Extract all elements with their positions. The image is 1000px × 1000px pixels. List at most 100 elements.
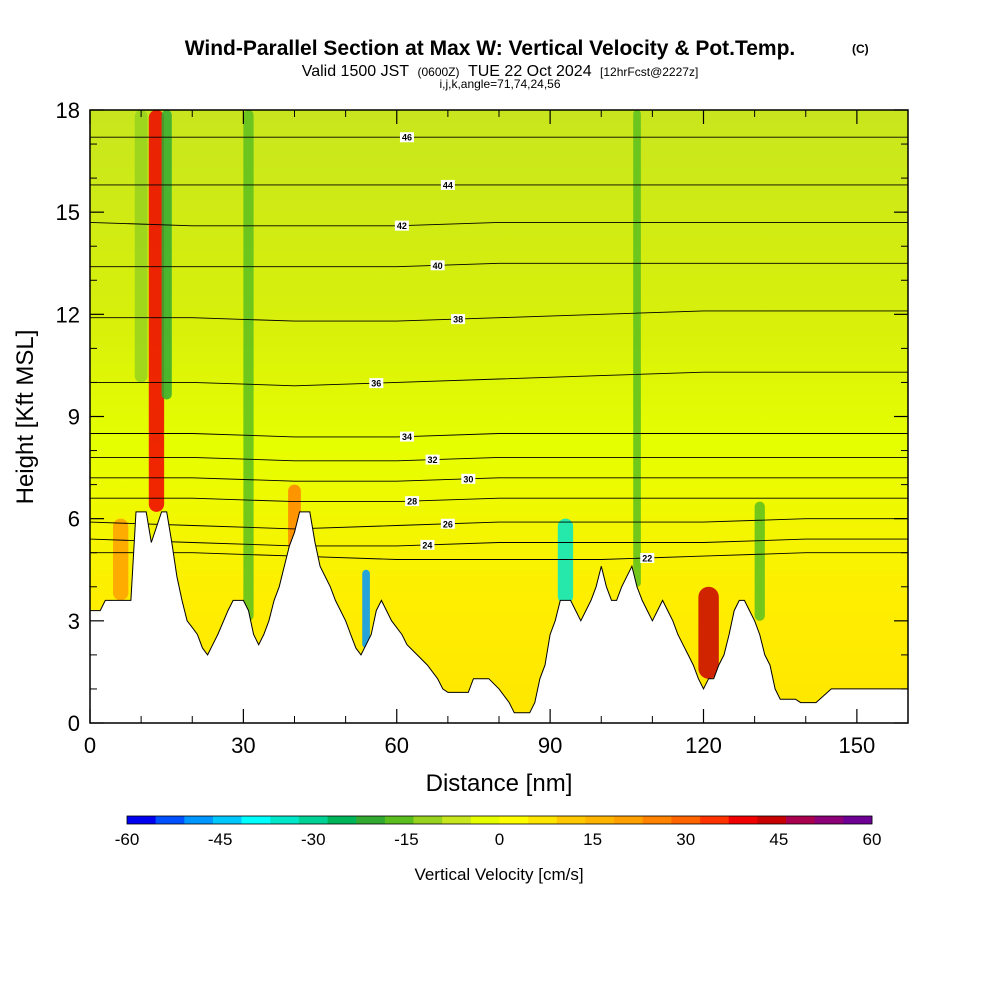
isentrope-label-32: 32 — [428, 455, 438, 465]
isentrope-label-bg — [369, 378, 384, 389]
y-axis-label: Height [Kft MSL] — [12, 330, 39, 505]
isentrope-label-bg — [440, 518, 455, 529]
velocity-core-6 — [633, 110, 641, 587]
isentrope-label-bg — [394, 220, 409, 231]
isentrope-label-26: 26 — [443, 519, 453, 529]
colorbar-tick-label: -45 — [208, 830, 233, 849]
colorbar-swatch — [356, 816, 386, 824]
velocity-core-1 — [161, 110, 172, 400]
y-tick-label: 15 — [56, 200, 80, 225]
isentrope-label-22: 22 — [642, 554, 652, 564]
colorbar-swatch — [843, 816, 873, 824]
isentrope-22 — [90, 552, 908, 560]
colorbar-swatch — [327, 816, 357, 824]
colorbar-swatch — [728, 816, 758, 824]
y-tick-label: 9 — [68, 405, 80, 430]
colorbar-swatch — [270, 816, 300, 824]
y-tick-label: 12 — [56, 302, 80, 327]
velocity-core-9 — [113, 518, 129, 601]
isentrope-26 — [90, 518, 908, 530]
colorbar-frame — [126, 815, 873, 825]
x-tick-label: 60 — [385, 733, 409, 758]
colorbar-swatch — [212, 816, 242, 824]
isentrope-34 — [90, 433, 908, 438]
colorbar-swatch — [614, 816, 644, 824]
isentrope-28 — [90, 497, 908, 503]
colorbar: -60 -45 -30 -15 0 15 30 45 60 — [115, 815, 882, 849]
isentrope-label-bg — [405, 496, 420, 507]
isentrope-42 — [90, 221, 908, 227]
isentrope-label-34: 34 — [402, 432, 412, 442]
isentrope-32 — [90, 456, 908, 462]
isentrope-label-46: 46 — [402, 133, 412, 143]
isentrope-label-bg — [425, 454, 440, 465]
colorbar-swatch — [671, 816, 701, 824]
chart-title-tag: (C) — [852, 42, 869, 56]
colorbar-swatch — [528, 816, 558, 824]
colorbar-swatch — [184, 816, 214, 824]
colorbar-swatch — [556, 816, 586, 824]
chart-valid-line: Valid 1500 JST (0600Z) TUE 22 Oct 2024 [… — [302, 63, 699, 80]
isentrope-label-30: 30 — [463, 474, 473, 484]
colorbar-swatch — [241, 816, 271, 824]
isentrope-label-bg — [430, 260, 445, 271]
colorbar-swatch — [642, 816, 672, 824]
colorbar-swatch — [413, 816, 443, 824]
x-axis-label: Distance [nm] — [426, 770, 573, 797]
x-tick-label: 120 — [685, 733, 722, 758]
isentrope-30 — [90, 477, 908, 482]
x-tick-label: 0 — [84, 733, 96, 758]
colorbar-swatch — [442, 816, 472, 824]
y-tick-label: 6 — [68, 507, 80, 532]
velocity-core-5 — [557, 518, 574, 604]
isentrope-label-38: 38 — [453, 315, 463, 325]
velocity-core-0 — [148, 110, 165, 512]
isentrope-label-24: 24 — [422, 540, 432, 550]
chart-indices: i,j,k,angle=71,74,24,56 — [439, 77, 560, 91]
velocity-core-8 — [754, 501, 765, 621]
colorbar-swatch — [814, 816, 844, 824]
colorbar-tick-label: 60 — [863, 830, 882, 849]
x-tick-label: 90 — [538, 733, 562, 758]
y-tick-label: 3 — [68, 609, 80, 634]
chart-title: Wind-Parallel Section at Max W: Vertical… — [185, 37, 796, 60]
x-tick-label: 30 — [231, 733, 255, 758]
colorbar-tick-label: -15 — [394, 830, 419, 849]
plot-background — [90, 110, 908, 723]
colorbar-swatch — [384, 816, 414, 824]
isentrope-label-44: 44 — [443, 180, 453, 190]
colorbar-tick-label: 30 — [676, 830, 695, 849]
colorbar-tick-label: -60 — [115, 830, 140, 849]
isentrope-label-bg — [420, 539, 435, 550]
isentrope-label-40: 40 — [433, 261, 443, 271]
isentrope-36 — [90, 371, 908, 387]
colorbar-swatch — [757, 816, 787, 824]
colorbar-swatch — [499, 816, 529, 824]
isentrope-label-bg — [451, 314, 466, 325]
colorbar-swatch — [155, 816, 185, 824]
isentrope-40 — [90, 262, 908, 268]
colorbar-label: Vertical Velocity [cm/s] — [414, 865, 583, 884]
isentrope-label-36: 36 — [371, 379, 381, 389]
colorbar-tick-label: 15 — [583, 830, 602, 849]
velocity-core-3 — [243, 110, 254, 621]
isentrope-label-28: 28 — [407, 497, 417, 507]
isentrope-label-bg — [640, 553, 655, 564]
plot-area: 22 24 26 28 30 32 34 36 38 40 42 44 46 — [89, 109, 909, 724]
isentrope-24 — [90, 538, 908, 547]
colorbar-tick-label: 0 — [495, 830, 504, 849]
colorbar-tick-label: -30 — [301, 830, 326, 849]
colorbar-tick-label: 45 — [769, 830, 788, 849]
velocity-core-4 — [362, 569, 370, 649]
isentrope-label-bg — [461, 473, 476, 484]
isentrope-label-bg — [440, 179, 455, 190]
x-tick-label: 150 — [839, 733, 876, 758]
y-tick-label: 0 — [68, 711, 80, 736]
colorbar-swatch — [470, 816, 500, 824]
velocity-core-2 — [134, 110, 148, 383]
isentrope-label-42: 42 — [397, 221, 407, 231]
colorbar-swatch — [127, 816, 156, 824]
colorbar-swatch — [786, 816, 815, 824]
velocity-core-7 — [698, 586, 719, 679]
